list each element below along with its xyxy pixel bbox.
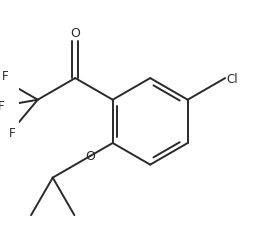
Text: F: F [0, 99, 5, 112]
Text: Cl: Cl [226, 72, 238, 85]
Text: O: O [85, 150, 95, 163]
Text: O: O [70, 27, 80, 40]
Text: F: F [9, 126, 16, 139]
Text: F: F [2, 70, 9, 83]
